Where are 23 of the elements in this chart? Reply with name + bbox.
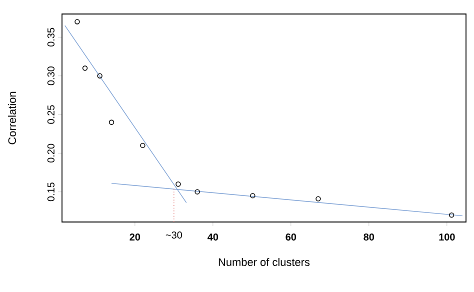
x-tick-label: 60: [286, 234, 296, 241]
point: [82, 66, 88, 71]
y-tick-label: 0.20: [47, 144, 54, 162]
point: [176, 182, 181, 187]
point: [448, 212, 454, 218]
ref-line-label: ~30: [166, 232, 182, 239]
y-tick-label: 0.35: [47, 28, 54, 46]
x-tick-label: 20: [130, 234, 140, 241]
point: [194, 189, 200, 194]
point: [97, 73, 102, 78]
y-tick-label: 0.25: [47, 105, 54, 124]
point: [250, 193, 256, 198]
y-tick-label: 0.15: [47, 182, 54, 202]
point: [74, 19, 80, 24]
point: [108, 120, 114, 125]
x-tick-label: 80: [364, 234, 374, 241]
x-axis-title: Number of clusters: [218, 258, 310, 266]
x-tick-label: 100: [439, 234, 455, 241]
x-tick-label: 40: [208, 234, 218, 241]
point: [316, 196, 321, 202]
y-tick-label: 0.30: [47, 66, 54, 86]
point: [140, 142, 146, 148]
y-axis-title: Correlation: [8, 92, 16, 144]
